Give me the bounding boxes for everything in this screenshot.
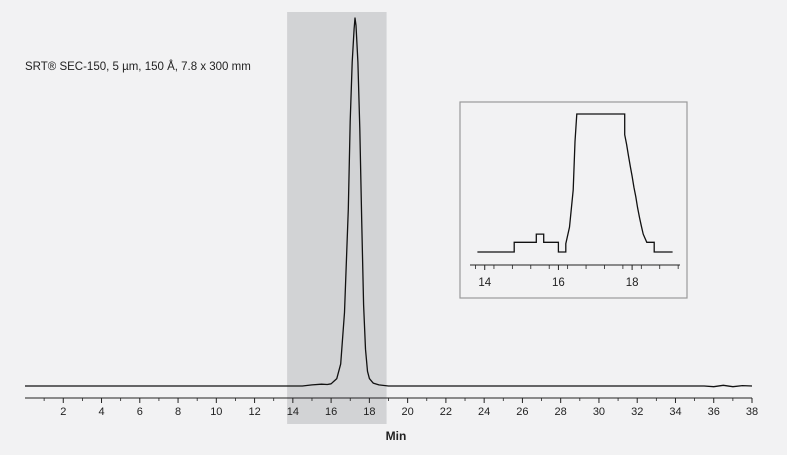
- x-axis-label: Min: [386, 429, 407, 443]
- x-tick-label-24: 24: [478, 406, 490, 418]
- x-tick-label-28: 28: [555, 406, 567, 418]
- inset-x-tick-label-16: 16: [552, 277, 565, 289]
- inset-series-line: [477, 113, 673, 253]
- x-tick-label-26: 26: [516, 406, 528, 418]
- x-tick-label-30: 30: [593, 406, 605, 418]
- inset-x-tick-label-18: 18: [626, 277, 639, 289]
- x-tick-label-32: 32: [631, 406, 643, 418]
- x-tick-label-2: 2: [60, 406, 66, 418]
- chart-title: SRT® SEC-150, 5 µm, 150 Å, 7.8 x 300 mm: [25, 60, 251, 73]
- inset-x-tick-label-14: 14: [478, 277, 491, 289]
- x-tick-label-10: 10: [210, 406, 222, 418]
- x-tick-label-16: 16: [325, 406, 337, 418]
- x-tick-label-14: 14: [287, 406, 299, 418]
- x-tick-label-18: 18: [363, 406, 375, 418]
- x-axis-ticks: 2 4 6 8 10 12 14 16 18 20 22 24 26 28 30 32 34 36 38: [43, 398, 758, 418]
- x-tick-label-20: 20: [402, 406, 414, 418]
- x-tick-label-22: 22: [440, 406, 452, 418]
- x-tick-label-4: 4: [98, 406, 104, 418]
- x-tick-label-38: 38: [746, 406, 758, 418]
- highlight-region: [287, 12, 387, 424]
- x-tick-label-36: 36: [708, 406, 720, 418]
- inset-x-axis-ticks: 14 16 18: [475, 265, 679, 289]
- x-tick-label-6: 6: [137, 406, 143, 418]
- x-tick-label-34: 34: [669, 406, 681, 418]
- x-tick-label-8: 8: [175, 406, 181, 418]
- series-line: [25, 17, 753, 388]
- inset-frame: [459, 101, 688, 299]
- x-tick-label-12: 12: [248, 406, 260, 418]
